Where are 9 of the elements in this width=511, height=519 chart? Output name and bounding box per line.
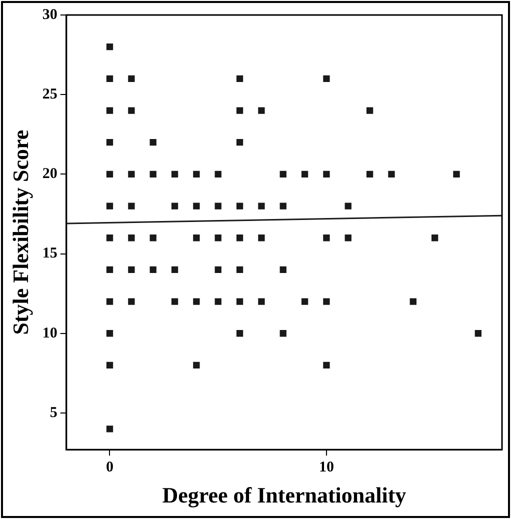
- y-tick-label: 10: [42, 325, 58, 342]
- y-tick-label: 15: [42, 246, 58, 262]
- y-tick-label: 20: [42, 166, 58, 182]
- y-tick-label: 5: [50, 404, 58, 421]
- y-tick-label: 25: [42, 86, 58, 102]
- y-axis-title: Style Flexibility Score: [8, 130, 33, 335]
- x-axis-title: Degree of Internationality: [162, 482, 406, 508]
- y-tick-label: 30: [42, 6, 58, 23]
- x-tick-label: 0: [106, 459, 114, 476]
